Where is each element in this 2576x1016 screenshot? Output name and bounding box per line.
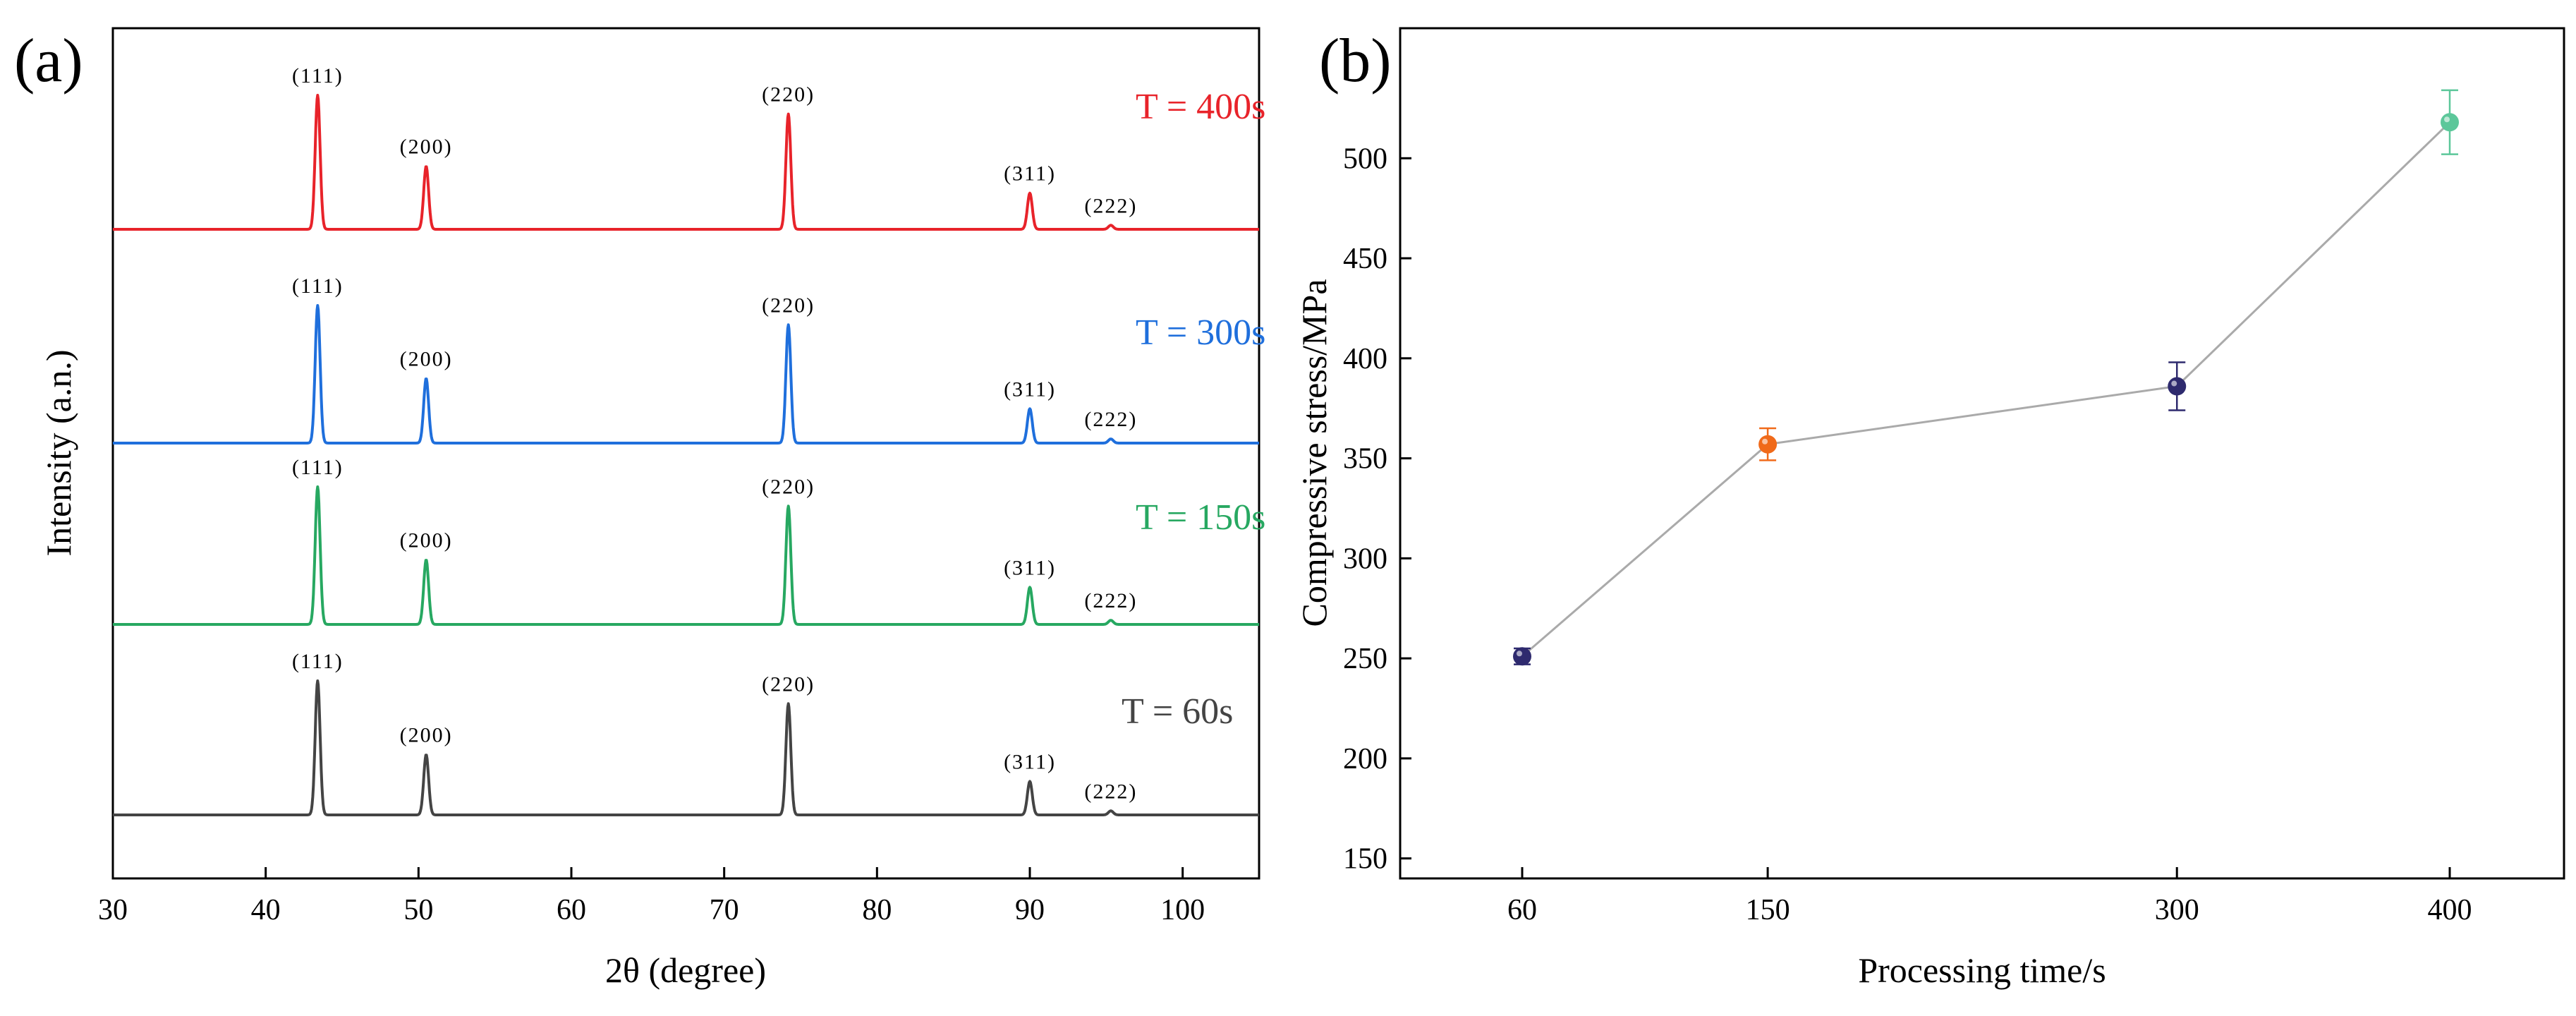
xrd-peak-label: (222) <box>1084 780 1137 803</box>
xrd-series: (111) (200) (220) (311) (222) T = 300s <box>111 274 1265 445</box>
xrd-series-label: T = 400s <box>1136 87 1265 127</box>
stress-point-group <box>2441 89 2459 155</box>
panel-b-label: (b) <box>1319 27 1392 95</box>
stress-x-tick-label: 150 <box>1746 894 1790 926</box>
stress-y-tick-label: 300 <box>1343 543 1387 575</box>
xrd-peak-label: (220) <box>762 83 815 107</box>
xrd-x-tick-label: 80 <box>862 894 892 926</box>
xrd-series-line <box>111 94 1260 231</box>
xrd-x-tick-label: 50 <box>403 894 433 926</box>
stress-chart: 60 150 300 400 150 200 250 300 350 400 450 500 Proc… <box>1294 27 2565 990</box>
xrd-x-axis: 30 40 50 60 70 80 90 100 <box>98 867 1205 926</box>
xrd-series-line <box>111 485 1260 626</box>
stress-point-highlight <box>2171 380 2177 387</box>
stress-point <box>1758 435 1778 454</box>
xrd-peak-label: (200) <box>400 724 453 747</box>
xrd-peak-label: (222) <box>1084 194 1137 217</box>
xrd-x-tick-label: 70 <box>710 894 739 926</box>
xrd-series-label: T = 150s <box>1136 497 1265 538</box>
xrd-series-label: T = 60s <box>1122 691 1233 732</box>
xrd-x-tick-label: 90 <box>1015 894 1045 926</box>
stress-line <box>1521 121 2451 658</box>
xrd-x-tick-label: 60 <box>557 894 586 926</box>
xrd-peak-label: (111) <box>292 456 344 479</box>
stress-y-tick-label: 200 <box>1343 743 1387 775</box>
xrd-peak-label: (222) <box>1084 408 1137 431</box>
stress-connecting-line <box>1521 121 2451 658</box>
xrd-series: (111) (200) (220) (311) (222) T = 400s <box>111 64 1265 231</box>
xrd-peak-label: (111) <box>292 650 344 673</box>
stress-y-tick-label: 450 <box>1343 243 1387 275</box>
xrd-chart: 30 40 50 60 70 80 90 100 (111) (200) (220) (311) (2… <box>39 27 1265 990</box>
stress-point-highlight <box>1762 438 1768 445</box>
xrd-peak-label: (111) <box>292 64 344 87</box>
stress-plot-frame <box>1399 27 2565 880</box>
stress-points <box>1513 89 2459 666</box>
xrd-peak-label: (311) <box>1004 556 1056 579</box>
xrd-series: (111) (200) (220) (311) (222) T = 60s <box>111 650 1260 816</box>
stress-x-tick-label: 400 <box>2428 894 2472 926</box>
xrd-series-label: T = 300s <box>1136 313 1265 353</box>
xrd-peak-label: (222) <box>1084 589 1137 612</box>
xrd-peak-label: (200) <box>400 347 453 370</box>
xrd-peak-label: (200) <box>400 528 453 552</box>
xrd-peak-label: (220) <box>762 672 815 696</box>
xrd-x-tick-label: 40 <box>251 894 281 926</box>
xrd-series-line <box>111 679 1260 816</box>
stress-point-highlight <box>1517 651 1522 657</box>
xrd-peak-label: (220) <box>762 475 815 498</box>
xrd-series-line <box>111 304 1260 445</box>
stress-point-highlight <box>2444 116 2450 123</box>
xrd-y-axis-title: Intensity (a.n.) <box>39 350 78 557</box>
xrd-peak-label: (200) <box>400 135 453 159</box>
panel-a-label: (a) <box>14 27 83 95</box>
stress-x-axis-title: Processing time/s <box>1858 950 2106 990</box>
stress-y-tick-label: 500 <box>1343 143 1387 175</box>
xrd-x-tick-label: 100 <box>1160 894 1205 926</box>
stress-y-tick-label: 250 <box>1343 643 1387 675</box>
xrd-x-tick-label: 30 <box>98 894 128 926</box>
stress-y-tick-label: 150 <box>1343 843 1387 876</box>
xrd-peak-label: (311) <box>1004 162 1056 186</box>
stress-y-axis-title: Compressive stress/MPa <box>1294 279 1334 627</box>
stress-point-group <box>1513 647 1531 666</box>
xrd-plot-frame <box>111 27 1260 880</box>
stress-y-tick-label: 400 <box>1343 343 1387 375</box>
xrd-x-axis-title: 2θ (degree) <box>605 950 766 990</box>
stress-axes: 60 150 300 400 150 200 250 300 350 400 450 500 <box>1343 143 2472 926</box>
stress-x-tick-label: 300 <box>2155 894 2199 926</box>
xrd-peak-label: (311) <box>1004 377 1056 401</box>
stress-point <box>2168 377 2187 396</box>
xrd-peak-label: (111) <box>292 274 344 298</box>
xrd-series: (111) (200) (220) (311) (222) T = 150s <box>111 456 1265 626</box>
stress-x-tick-label: 60 <box>1507 894 1537 926</box>
xrd-peak-label: (311) <box>1004 751 1056 774</box>
xrd-series-group: (111) (200) (220) (311) (222) T = 400s (111) (2… <box>111 64 1265 816</box>
stress-point <box>2441 113 2459 132</box>
stress-point <box>1513 647 1531 666</box>
stress-point-group <box>1758 427 1778 461</box>
xrd-peak-label: (220) <box>762 294 815 317</box>
stress-y-tick-label: 350 <box>1343 443 1387 476</box>
stress-point-group <box>2168 361 2187 411</box>
